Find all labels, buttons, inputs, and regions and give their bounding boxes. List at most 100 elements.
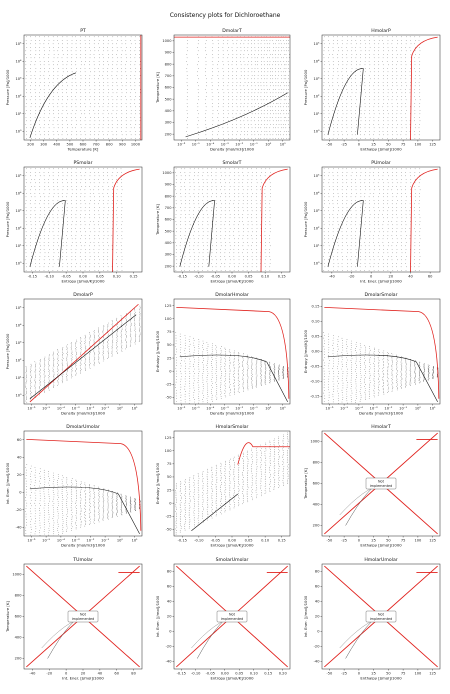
data-point: [405, 176, 406, 177]
data-point: [288, 44, 289, 45]
data-point: [255, 89, 256, 90]
data-point: [72, 354, 73, 355]
data-point: [218, 117, 219, 118]
data-point: [333, 186, 334, 187]
data-point: [94, 75, 95, 76]
data-point: [328, 79, 329, 80]
data-point: [247, 135, 248, 136]
data-point: [26, 65, 27, 66]
data-point: [264, 65, 265, 66]
data-point: [239, 256, 240, 257]
data-point: [135, 37, 136, 38]
data-point: [388, 135, 389, 136]
data-point: [347, 93, 348, 94]
data-point: [80, 368, 81, 369]
data-point: [411, 190, 412, 191]
data-point: [198, 270, 199, 271]
data-point: [378, 207, 379, 208]
x-tick-label: -20: [349, 275, 356, 279]
data-point: [54, 373, 55, 374]
data-point: [62, 135, 63, 136]
data-point: [338, 249, 339, 250]
data-point: [224, 117, 225, 118]
data-point: [401, 186, 402, 187]
data-point: [76, 172, 77, 173]
data-point: [261, 54, 262, 55]
data-point: [388, 242, 389, 243]
data-point: [324, 114, 325, 115]
data-point: [243, 204, 244, 205]
data-point: [281, 107, 282, 108]
data-point: [31, 379, 32, 380]
data-point: [378, 82, 379, 83]
data-point: [62, 114, 63, 115]
data-point: [278, 68, 279, 69]
data-point: [53, 352, 54, 353]
data-point: [67, 190, 68, 191]
subplot-title: PSmolar: [74, 160, 93, 166]
data-point: [89, 47, 90, 48]
data-point: [270, 131, 271, 132]
data-point: [36, 235, 37, 236]
data-point: [273, 61, 274, 62]
data-point: [131, 37, 132, 38]
data-point: [67, 51, 68, 52]
data-point: [126, 124, 127, 125]
data-point: [48, 58, 49, 59]
data-point: [218, 58, 219, 59]
data-point: [213, 65, 214, 66]
data-point: [221, 186, 222, 187]
data-point: [223, 82, 224, 83]
data-point: [94, 58, 95, 59]
data-point: [251, 61, 252, 62]
data-point: [116, 193, 117, 194]
data-point: [281, 75, 282, 76]
data-point: [269, 89, 270, 90]
data-point: [270, 61, 271, 62]
data-point: [401, 68, 402, 69]
data-point: [240, 93, 241, 94]
data-point: [81, 225, 82, 226]
data-point: [71, 263, 72, 264]
data-point: [278, 54, 279, 55]
data-point: [270, 211, 271, 212]
data-point: [94, 356, 95, 357]
data-point: [273, 58, 274, 59]
data-point: [393, 242, 394, 243]
data-point: [66, 93, 67, 94]
data-point: [228, 131, 229, 132]
data-point: [356, 54, 357, 55]
data-point: [116, 211, 117, 212]
data-point: [212, 107, 213, 108]
data-point: [392, 186, 393, 187]
data-point: [31, 382, 32, 383]
data-point: [112, 176, 113, 177]
data-point: [251, 200, 252, 201]
data-point: [272, 68, 273, 69]
data-point: [67, 172, 68, 173]
data-point: [194, 193, 195, 194]
data-point: [35, 364, 36, 365]
data-point: [67, 249, 68, 250]
data-point: [185, 218, 186, 219]
data-point: [270, 232, 271, 233]
data-point: [238, 204, 239, 205]
data-point: [414, 121, 415, 122]
data-point: [39, 260, 40, 261]
data-point: [121, 96, 122, 97]
data-point: [374, 114, 375, 115]
data-point: [351, 204, 352, 205]
data-point: [99, 342, 100, 343]
data-point: [264, 86, 265, 87]
data-point: [251, 40, 252, 41]
data-point: [255, 58, 256, 59]
data-point: [243, 267, 244, 268]
data-point: [85, 335, 86, 336]
data-point: [194, 267, 195, 268]
data-point: [54, 86, 55, 87]
data-point: [62, 169, 63, 170]
data-point: [126, 37, 127, 38]
data-point: [256, 218, 257, 219]
data-point: [62, 117, 63, 118]
data-point: [94, 359, 95, 360]
